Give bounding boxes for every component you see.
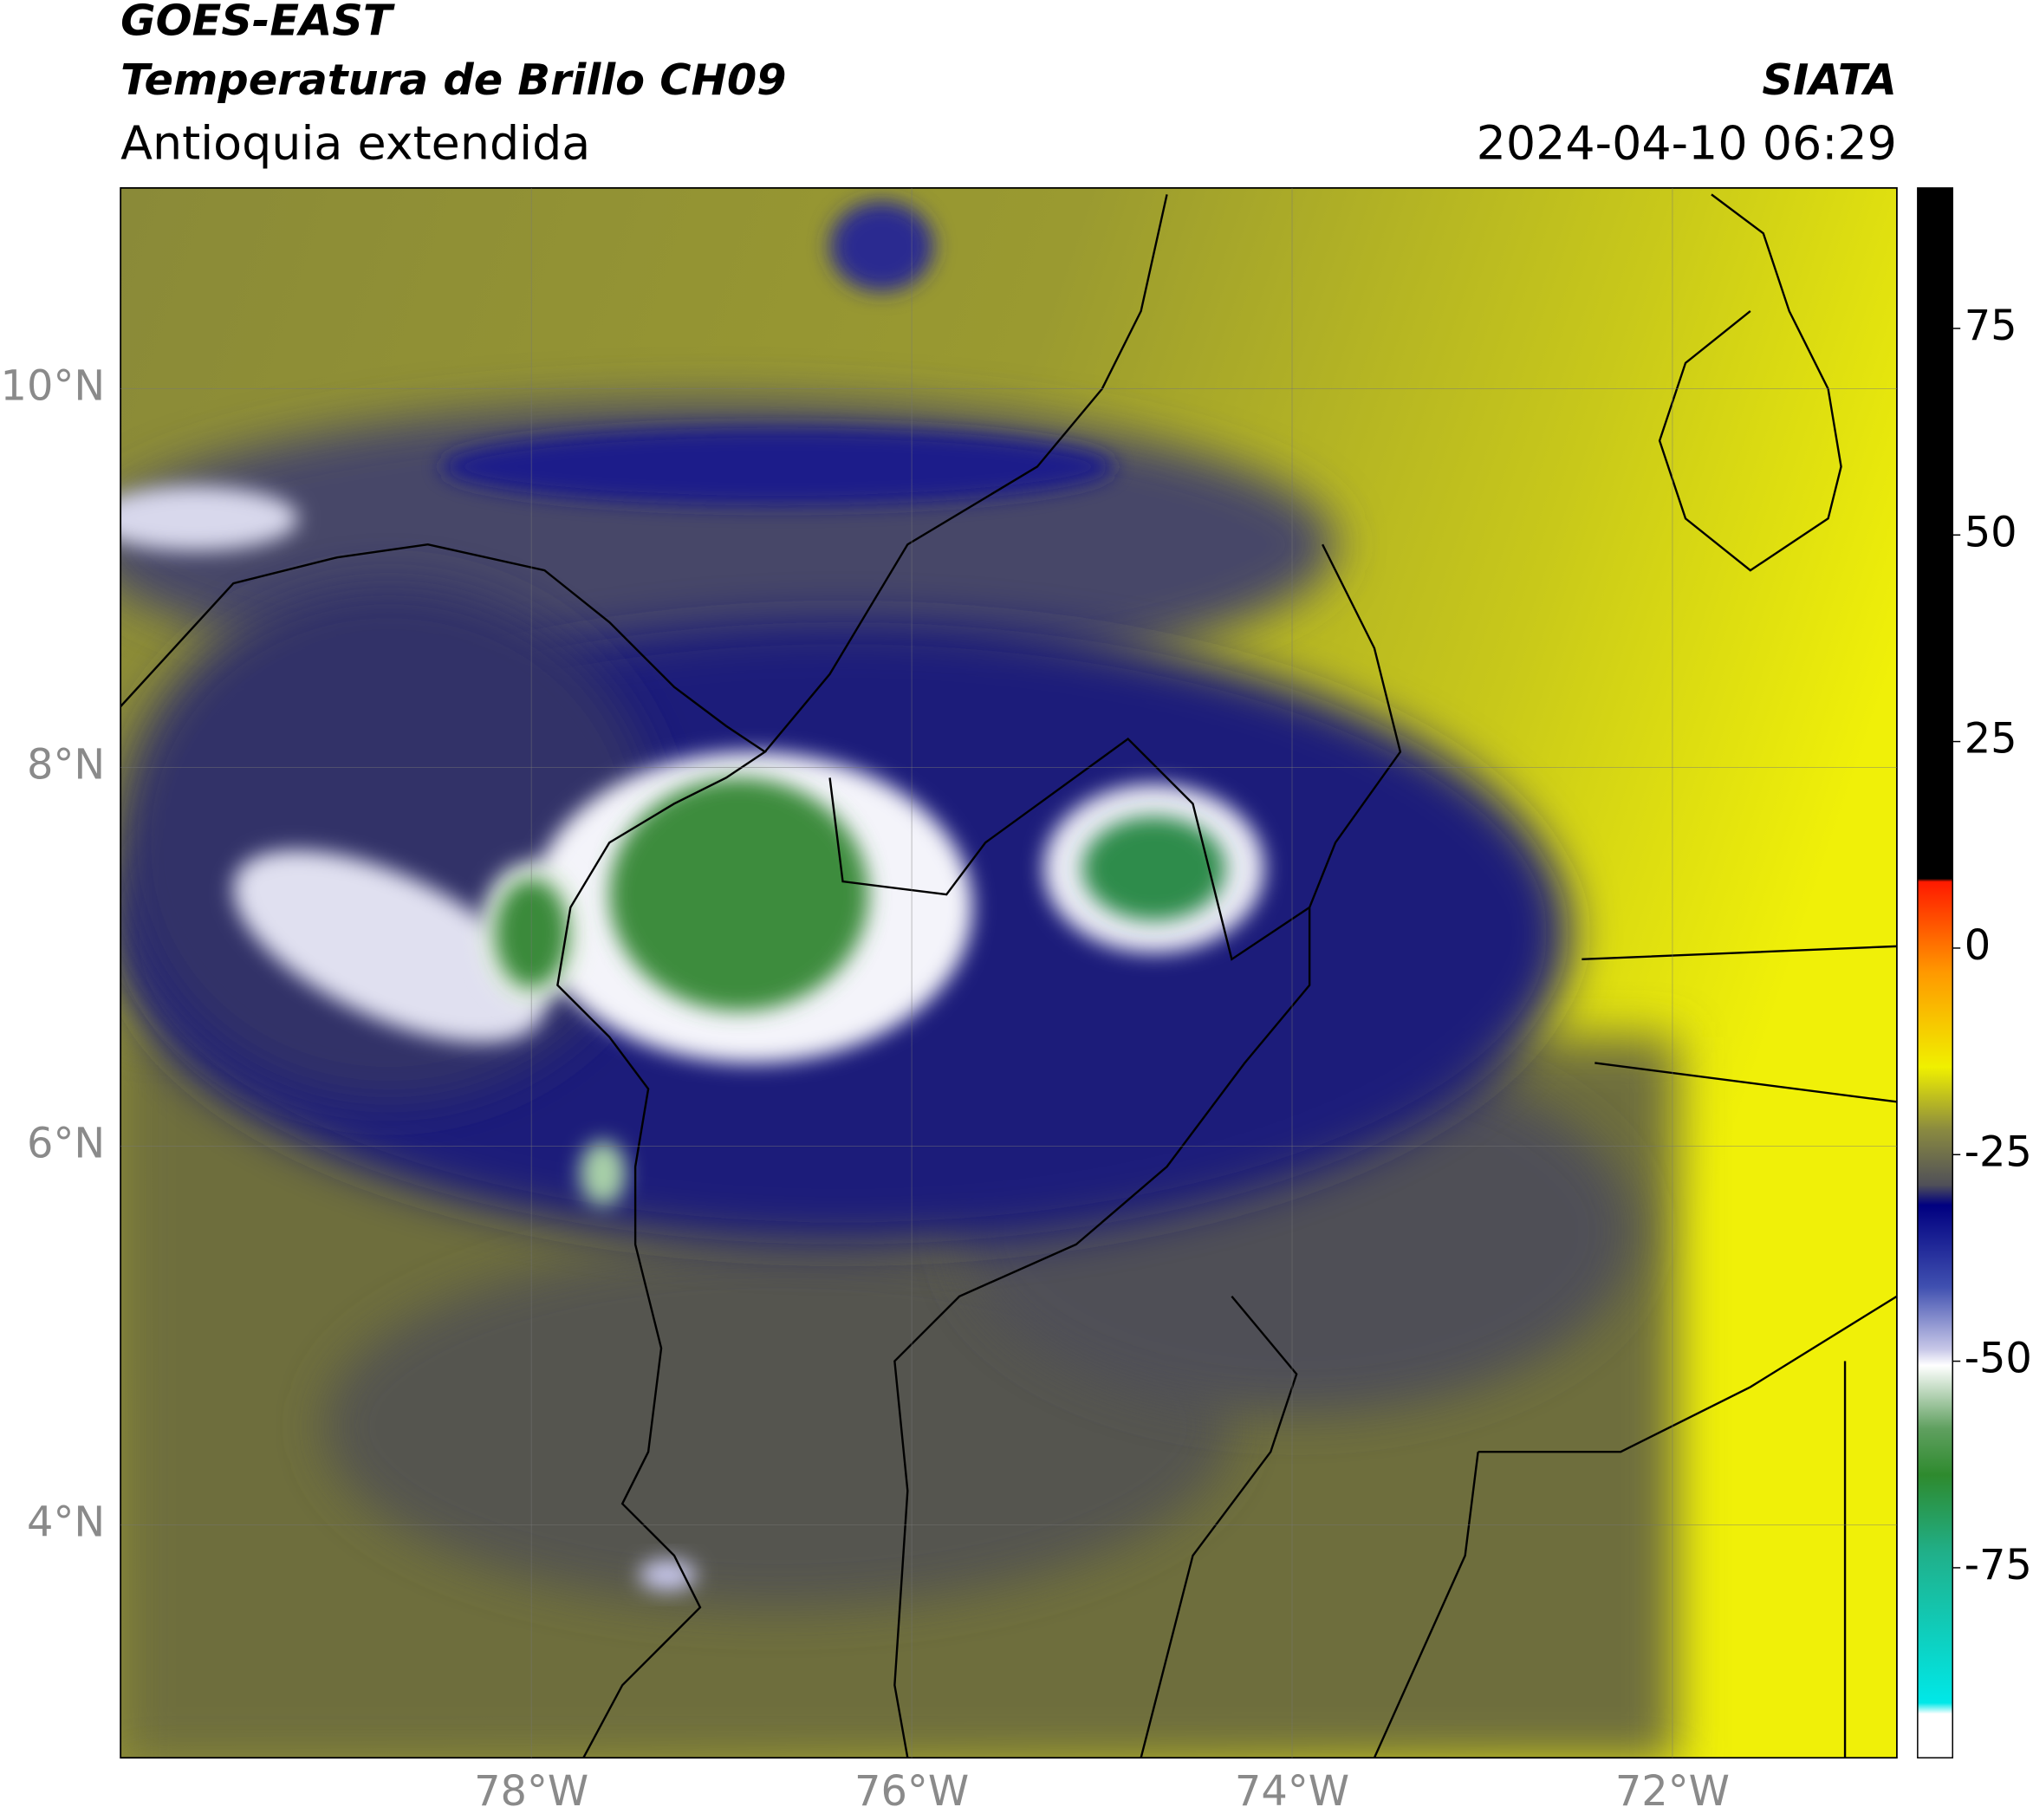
lon-label: 76°W	[854, 1768, 969, 1816]
colorbar-tick-label: 25	[1965, 716, 2017, 764]
source: SIATA	[1762, 55, 1896, 105]
colorbar-tick-label: 0	[1965, 922, 1991, 970]
lat-label: 8°N	[27, 741, 105, 789]
title: GOES-EAST	[120, 0, 395, 45]
lon-label: 72°W	[1615, 1768, 1730, 1816]
colorbar-tick-label: -25	[1965, 1128, 2032, 1176]
colorbar-tick-label: -75	[1965, 1542, 2032, 1589]
lat-label: 10°N	[1, 362, 106, 410]
colorbar-tick-label: 75	[1965, 302, 2017, 350]
lat-label: 6°N	[27, 1120, 105, 1167]
colorbar	[1917, 187, 1953, 1758]
region: Antioquia extendida	[120, 116, 590, 171]
lat-label: 4°N	[27, 1498, 105, 1546]
satellite-image	[120, 187, 1897, 1758]
colorbar-tick-label: -50	[1965, 1336, 2032, 1383]
map-frame	[120, 186, 1898, 1759]
datetime: 2024-04-10 06:29	[1477, 116, 1897, 171]
colorbar-tick-label: 50	[1965, 509, 2017, 556]
lon-label: 78°W	[474, 1768, 588, 1816]
lon-label: 74°W	[1235, 1768, 1349, 1816]
subtitle: Temperatura de Brillo CH09	[120, 55, 786, 105]
